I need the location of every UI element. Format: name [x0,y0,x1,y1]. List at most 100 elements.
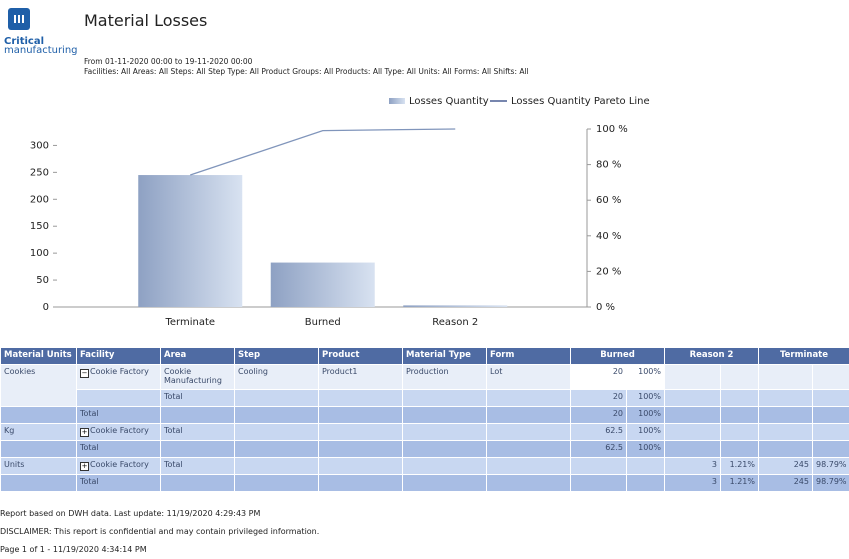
footer-text: Report based on DWH data. Last update: 1… [0,509,261,518]
cell [758,389,813,407]
period: From 01-11-2020 00:00 to 19-11-2020 00:0… [84,57,253,66]
cell-text: 100% [638,426,661,435]
cell [486,474,571,492]
cell: Total [76,474,161,492]
bar [138,175,243,307]
cell-text: 20 [612,392,623,401]
y2-tick-label: 80 % [596,160,621,171]
cell: 62.5 [570,440,627,458]
cell-text: Total [164,460,183,469]
cell-text: Cookie Manufacturing [164,367,222,385]
cell [811,406,849,424]
cell [0,474,77,492]
expand-toggle[interactable]: − [80,369,89,378]
filters: Facilities: All Areas: All Steps: All St… [84,67,529,76]
expand-toggle[interactable]: + [80,462,89,471]
cell-text: 245 [793,460,809,469]
cell [0,440,77,458]
cell [318,406,403,424]
cell-text: 100% [638,392,661,401]
cell: Cookie Manufacturing [160,364,235,390]
cell-text: 98.79% [816,477,847,486]
column-header: Product [318,347,403,365]
y-tick-label: 0 [43,302,49,313]
cell [234,406,319,424]
expand-toggle[interactable]: + [80,428,89,437]
cell [570,474,627,492]
cell [402,440,487,458]
cell: 245 [758,457,813,475]
cell-text: 3 [711,477,717,486]
cell [664,406,721,424]
cell: 245 [758,474,813,492]
x-tick-label: Reason 2 [432,317,478,328]
cell: 1.21% [720,457,759,475]
cell-text: 1.21% [729,477,755,486]
column-header: Terminate [757,347,849,365]
cell [234,457,319,475]
cell: 98.79% [811,474,849,492]
legend-label: Losses Quantity [409,96,489,107]
cell: Total [160,423,235,441]
y-tick-label: 300 [30,140,49,151]
cell: 98.79% [811,457,849,475]
legend-label: Losses Quantity Pareto Line [511,96,650,107]
cell [402,389,487,407]
cell: + Cookie Factory [76,423,161,441]
cell-text: Total [164,392,183,401]
cell [664,423,721,441]
cell [720,389,759,407]
cell [720,364,759,390]
cell [758,423,813,441]
cell-text: Lot [490,367,503,376]
cell [486,423,571,441]
y-tick-label: 150 [30,221,49,232]
cell [811,440,849,458]
unit-cell: Kg [0,423,77,441]
y2-tick-label: 40 % [596,231,621,242]
cell-text: 3 [711,460,717,469]
table-row: Total 3 1.21% 245 98.79% [0,474,849,492]
cell [0,406,77,424]
cell: 3 [664,474,721,492]
cell [160,406,235,424]
cell [626,457,665,475]
cell [758,440,813,458]
table-row: Total 20 100% [1,389,849,407]
cell [234,423,319,441]
column-header: Step [234,347,319,365]
cell-text: Cookie Factory [90,367,149,376]
cell-text: Product1 [322,367,358,376]
data-table: Material Units Facility Area Step Product Mat… [0,347,849,492]
cell [160,440,235,458]
cell: 100% [626,406,665,424]
cell [720,440,759,458]
cell-text: Cooling [238,367,268,376]
y-tick-label: 200 [30,194,49,205]
column-header: Facility [76,347,161,365]
cell [402,474,487,492]
cell-text: Cookie Factory [90,426,149,435]
y2-tick-label: 0 % [596,302,615,313]
table-row: Total 20 100% [0,406,849,424]
header-row: Material Units Facility Area Step Product Mat… [0,347,849,365]
cell [76,389,161,407]
cell-text: 1.21% [729,460,755,469]
cell [318,474,403,492]
cell-text: Total [164,426,183,435]
cell: 100% [626,389,665,407]
column-header: Area [160,347,235,365]
logo-icon [8,8,30,30]
cell: Total [160,389,235,407]
cell [402,423,487,441]
cell-text: 62.5 [605,443,623,452]
cell [720,406,759,424]
cell-text: Total [80,443,99,452]
cell: 20 [570,406,627,424]
cell [318,389,403,407]
cell [486,389,571,407]
cell-text: 100% [638,443,661,452]
cell-text: 20 [612,409,623,418]
cell [811,364,849,390]
